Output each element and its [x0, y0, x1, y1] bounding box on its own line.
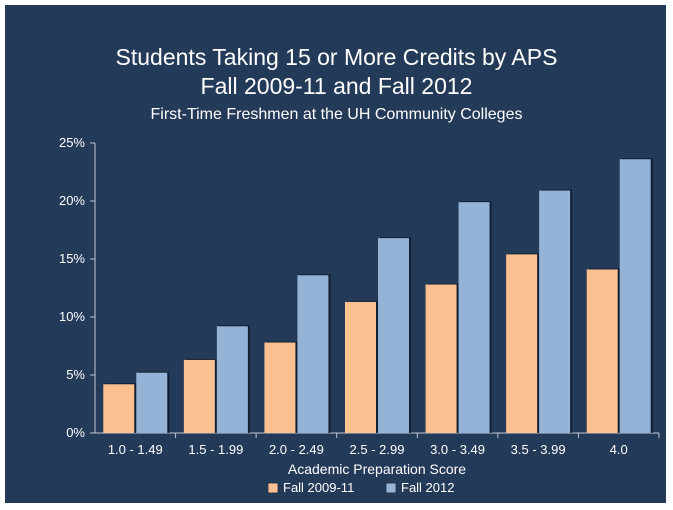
x-tick-label: 1.0 - 1.49	[108, 442, 163, 457]
bar	[539, 190, 571, 433]
x-axis-label: Academic Preparation Score	[288, 461, 466, 477]
x-tick-label: 2.0 - 2.49	[269, 442, 324, 457]
x-tick-label: 3.0 - 3.49	[430, 442, 485, 457]
bar	[297, 275, 329, 433]
legend-label: Fall 2009-11	[283, 480, 354, 495]
bar	[264, 342, 296, 433]
bar	[345, 301, 376, 433]
y-tick-label: 10%	[59, 309, 85, 324]
bar	[136, 372, 168, 433]
bar	[458, 202, 490, 433]
y-tick-label: 20%	[59, 193, 85, 208]
x-tick-label: 2.5 - 2.99	[350, 442, 405, 457]
bar	[216, 326, 248, 433]
bar	[506, 254, 538, 433]
bar	[425, 284, 457, 433]
bar	[183, 359, 215, 433]
y-tick-label: 15%	[59, 251, 85, 266]
bar	[586, 269, 618, 433]
legend-swatch	[385, 482, 397, 494]
chart-title-line-2: Fall 2009-11 and Fall 2012	[200, 73, 473, 99]
x-tick-label: 4.0	[610, 442, 628, 457]
x-tick-label: 3.5 - 3.99	[511, 442, 566, 457]
y-tick-label: 5%	[66, 367, 85, 382]
y-tick-label: 0%	[66, 425, 85, 440]
chart-title-line-1: Students Taking 15 or More Credits by AP…	[115, 44, 558, 70]
y-tick-label: 25%	[59, 135, 85, 150]
chart-subtitle: First-Time Freshmen at the UH Community …	[150, 106, 523, 123]
bar	[619, 159, 651, 434]
legend-swatch	[267, 482, 279, 494]
bar	[378, 238, 409, 433]
legend-label: Fall 2012	[401, 480, 454, 495]
x-tick-label: 1.5 - 1.99	[188, 442, 243, 457]
bar	[103, 384, 135, 433]
